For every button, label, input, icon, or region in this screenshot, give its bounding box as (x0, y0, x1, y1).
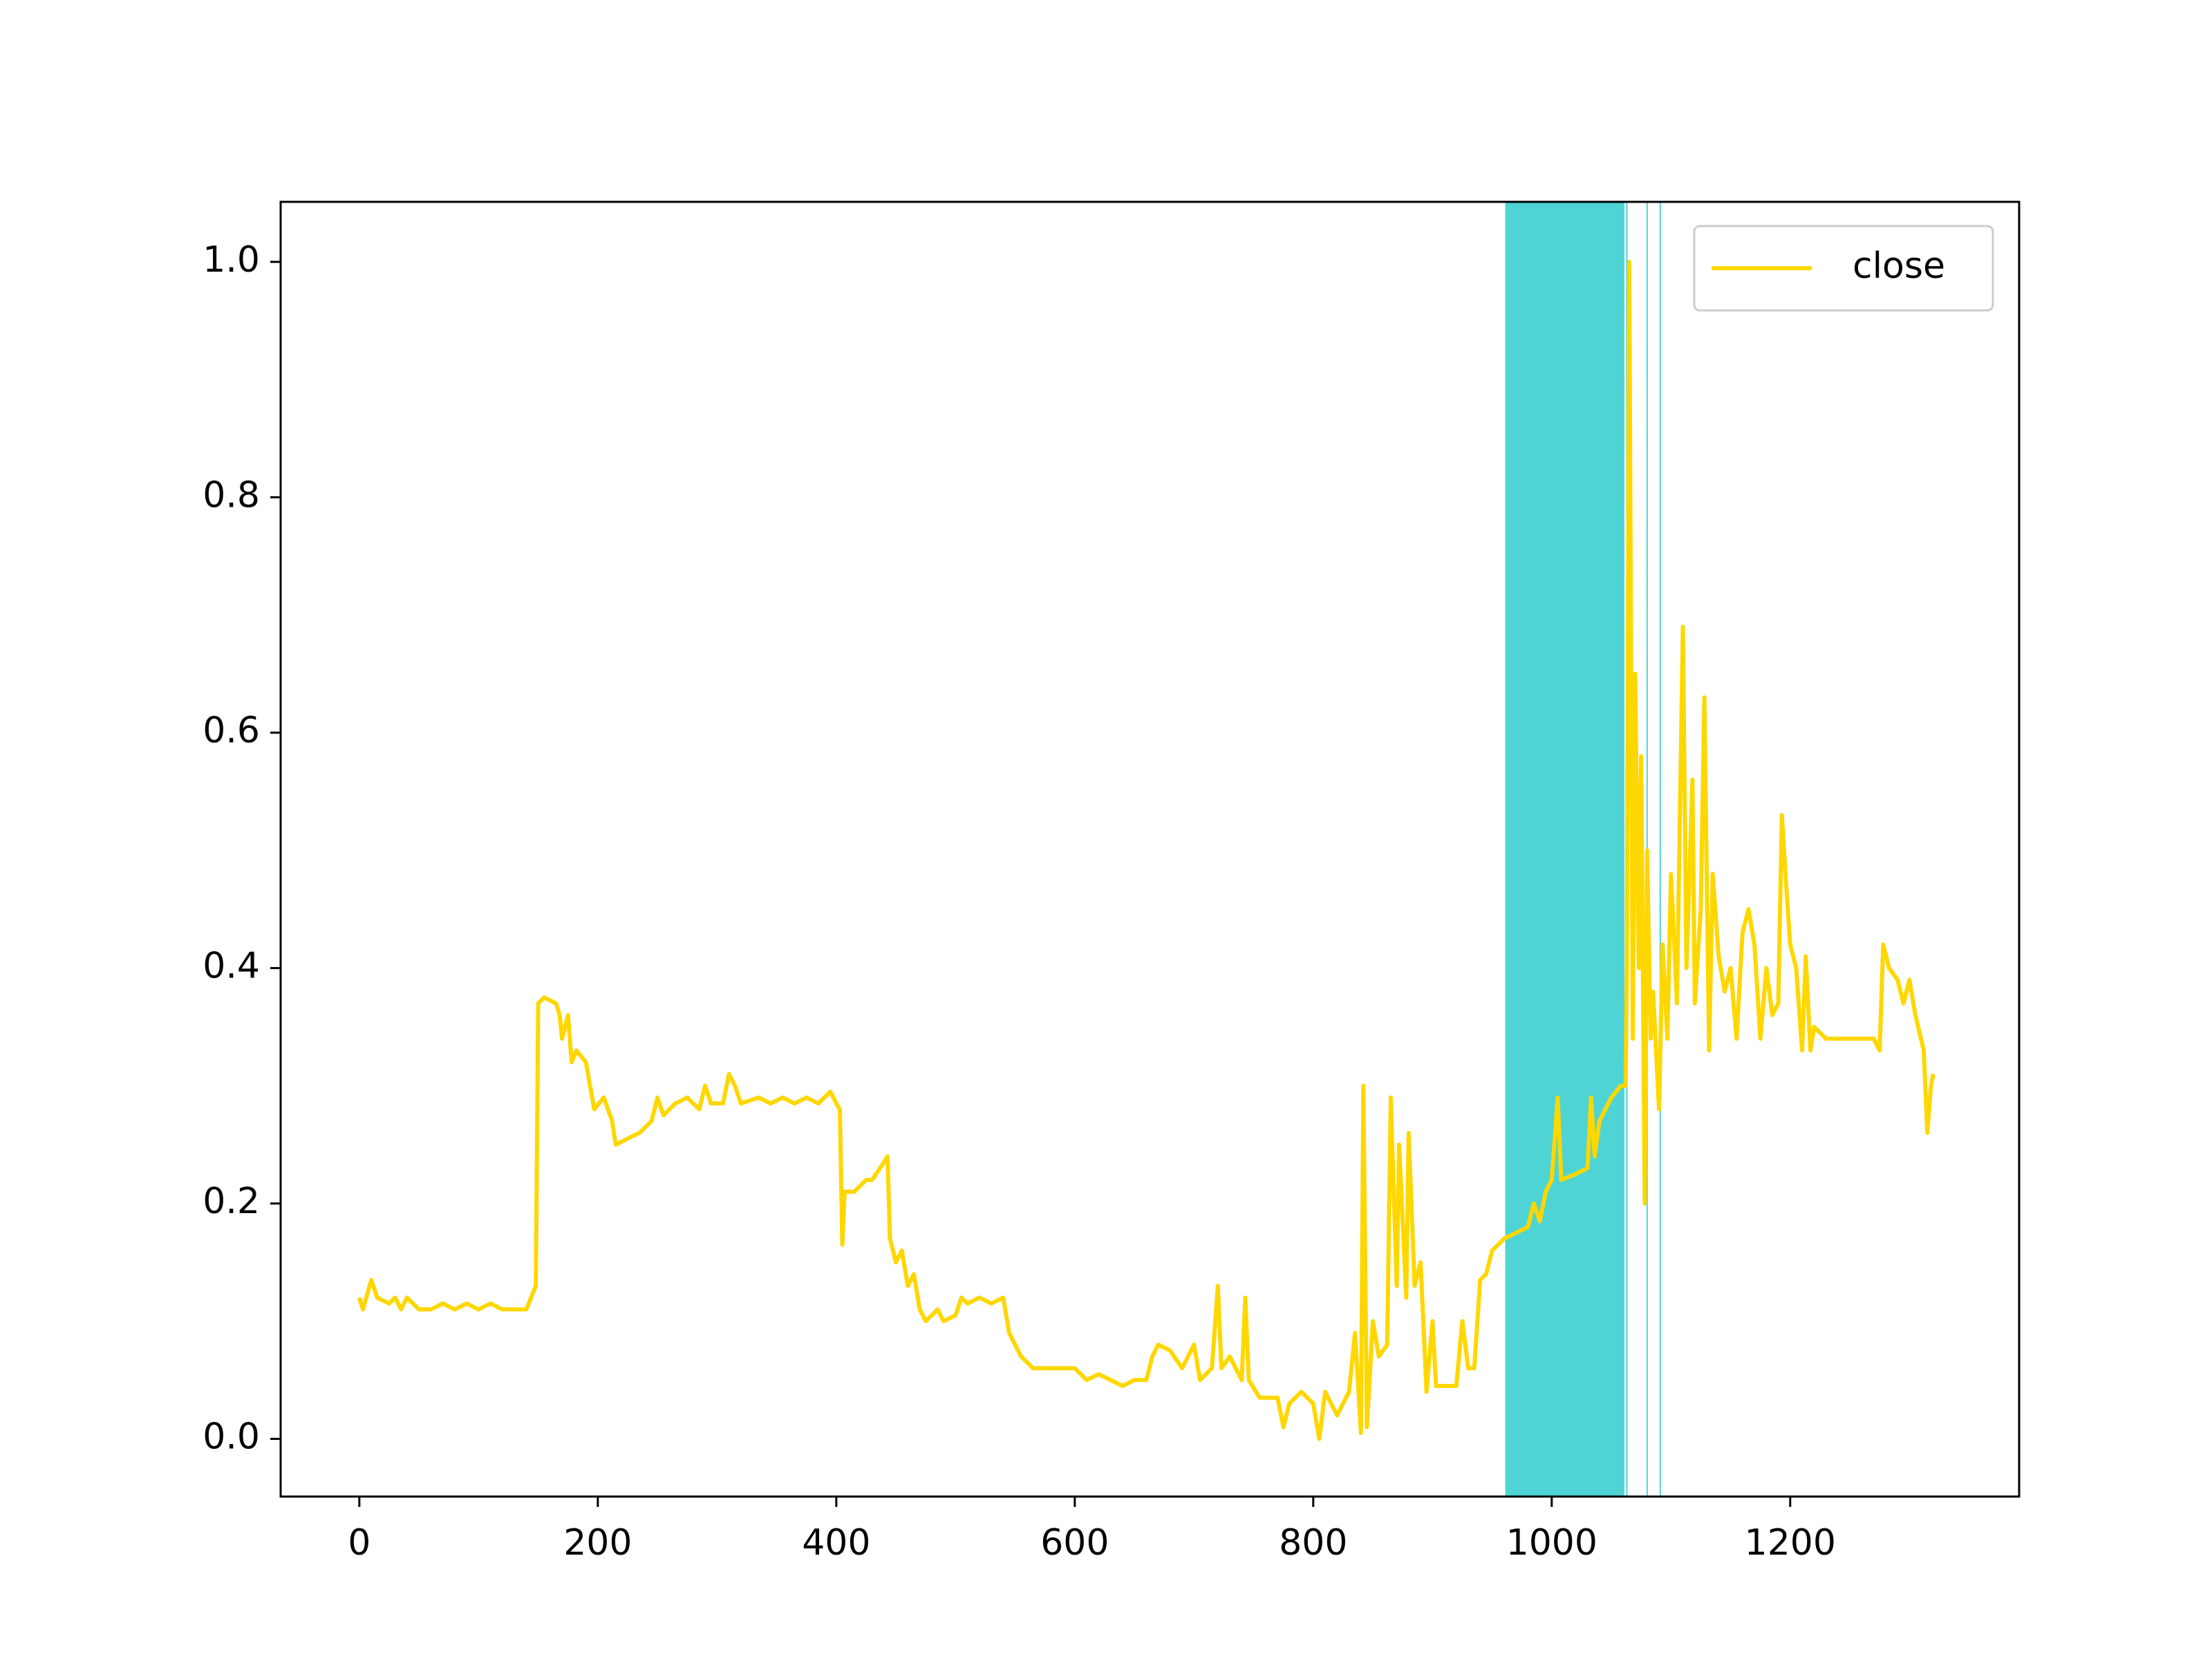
x-tick-label: 1200 (1745, 1522, 1836, 1564)
y-tick-label: 0.2 (203, 1181, 260, 1222)
plot-frame (279, 200, 2021, 1498)
y-tick-label: 1.0 (203, 239, 260, 281)
legend-box (1693, 225, 1994, 312)
y-tick-label: 0.6 (203, 710, 260, 751)
x-tick-label: 1000 (1506, 1522, 1597, 1564)
y-tick-label: 0.4 (203, 945, 260, 986)
data-line (357, 259, 1936, 1441)
x-tick-label: 400 (802, 1522, 870, 1564)
x-tick-label: 600 (1040, 1522, 1109, 1564)
x-tick-label: 800 (1279, 1522, 1347, 1564)
y-tick-label: 0.8 (203, 474, 260, 516)
x-tick-label: 0 (348, 1522, 371, 1564)
y-tick-label: 0.0 (203, 1416, 260, 1458)
x-tick-label: 200 (563, 1522, 632, 1564)
legend-label: close (1853, 245, 1945, 287)
highlight-span (1505, 202, 1625, 1497)
